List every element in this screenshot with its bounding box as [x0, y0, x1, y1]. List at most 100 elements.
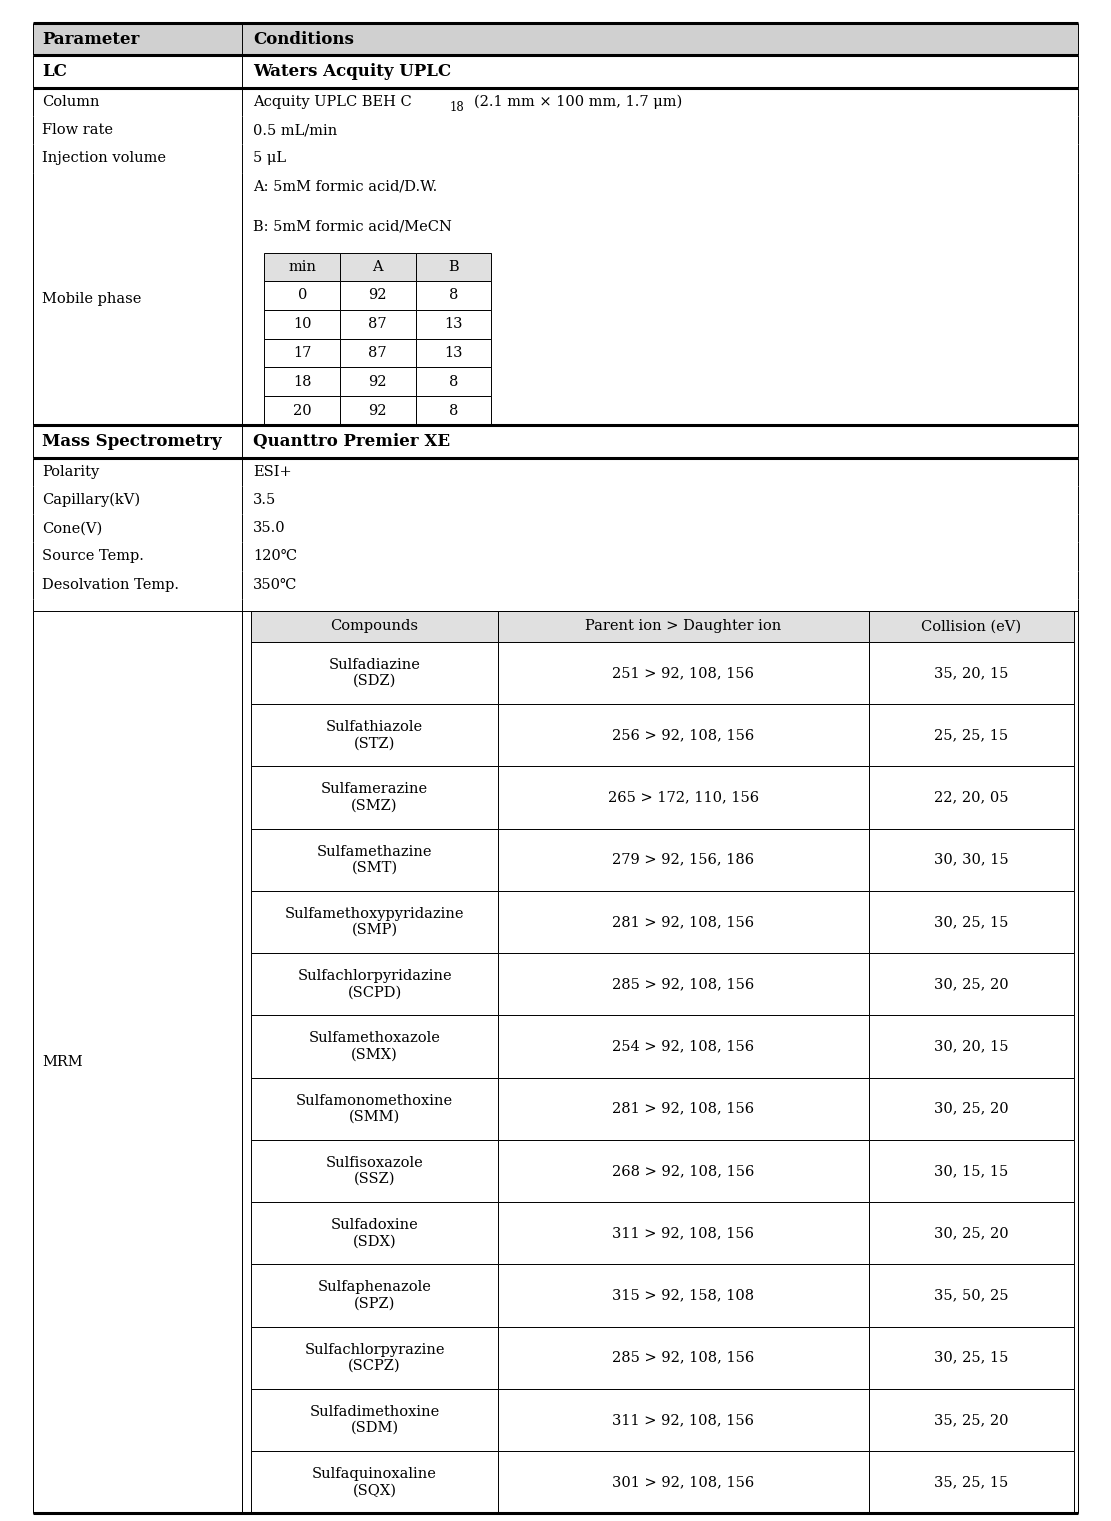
Bar	[251, 1016, 498, 1077]
Text: Waters Acquity UPLC: Waters Acquity UPLC	[253, 64, 451, 81]
Text: 285 > 92, 108, 156: 285 > 92, 108, 156	[612, 1351, 754, 1364]
Bar	[251, 1326, 498, 1389]
Text: 30, 25, 20: 30, 25, 20	[934, 1226, 1009, 1240]
Bar	[869, 1264, 1074, 1326]
Bar	[498, 954, 869, 1016]
Bar	[340, 310, 416, 339]
Text: 17: 17	[293, 345, 311, 360]
Bar	[498, 829, 869, 891]
Text: 30, 25, 20: 30, 25, 20	[934, 976, 1009, 992]
Bar	[264, 281, 340, 310]
Text: Sulfisoxazole
(SSZ): Sulfisoxazole (SSZ)	[326, 1156, 423, 1186]
Bar	[869, 1016, 1074, 1077]
Text: 0.5 mL/min: 0.5 mL/min	[253, 123, 338, 137]
Text: 35.0: 35.0	[253, 522, 286, 535]
Text: 281 > 92, 108, 156: 281 > 92, 108, 156	[612, 916, 754, 929]
Bar	[264, 339, 340, 368]
Text: 265 > 172, 110, 156: 265 > 172, 110, 156	[608, 791, 759, 805]
Text: 268 > 92, 108, 156: 268 > 92, 108, 156	[612, 1164, 754, 1177]
Bar	[251, 767, 498, 829]
Text: Polarity: Polarity	[42, 465, 100, 479]
Text: Mass Spectrometry: Mass Spectrometry	[42, 433, 222, 450]
Text: Parameter: Parameter	[42, 30, 140, 47]
Text: Source Temp.: Source Temp.	[42, 549, 144, 563]
Bar	[498, 1326, 869, 1389]
Text: min: min	[288, 260, 317, 274]
Bar	[498, 1451, 869, 1513]
Text: 0: 0	[298, 287, 307, 303]
Text: Sulfachlorpyrazine
(SCPZ): Sulfachlorpyrazine (SCPZ)	[304, 1343, 444, 1373]
Bar	[251, 1139, 498, 1202]
Text: Acquity UPLC BEH C: Acquity UPLC BEH C	[253, 96, 412, 110]
Text: A: 5mM formic acid/D.W.: A: 5mM formic acid/D.W.	[253, 179, 438, 193]
Bar	[242, 23, 1078, 55]
Text: Sulfathiazole
(STZ): Sulfathiazole (STZ)	[326, 719, 423, 750]
Bar	[416, 339, 491, 368]
Text: 279 > 92, 156, 186: 279 > 92, 156, 186	[612, 853, 754, 867]
Text: 87: 87	[369, 345, 387, 360]
Bar	[251, 1451, 498, 1513]
Bar	[498, 891, 869, 954]
Bar	[498, 1077, 869, 1139]
Bar	[498, 704, 869, 767]
Text: ESI+: ESI+	[253, 465, 292, 479]
Text: MRM: MRM	[42, 1056, 83, 1069]
Bar	[251, 642, 498, 704]
Bar	[869, 1389, 1074, 1451]
Bar	[498, 1202, 869, 1264]
Bar	[251, 954, 498, 1016]
Text: B: B	[448, 260, 459, 274]
Text: 20: 20	[293, 405, 311, 418]
Text: Sulfamerazine
(SMZ): Sulfamerazine (SMZ)	[321, 782, 428, 812]
Text: Sulfadoxine
(SDX): Sulfadoxine (SDX)	[331, 1218, 419, 1249]
Bar	[340, 252, 416, 281]
Text: 256 > 92, 108, 156: 256 > 92, 108, 156	[612, 729, 754, 742]
Text: 30, 25, 15: 30, 25, 15	[934, 1351, 1009, 1364]
Bar	[498, 1389, 869, 1451]
Text: Injection volume: Injection volume	[42, 152, 167, 166]
Text: 18: 18	[293, 376, 311, 389]
Text: 10: 10	[293, 316, 311, 332]
Bar	[869, 1326, 1074, 1389]
Bar	[251, 610, 498, 642]
Bar	[869, 954, 1074, 1016]
Bar	[242, 55, 1078, 88]
Bar	[264, 310, 340, 339]
Bar	[869, 829, 1074, 891]
Bar	[869, 1202, 1074, 1264]
Text: 5 μL: 5 μL	[253, 152, 287, 166]
Bar	[869, 1077, 1074, 1139]
Text: 350℃: 350℃	[253, 578, 298, 592]
Text: Mobile phase: Mobile phase	[42, 292, 141, 306]
Bar	[340, 397, 416, 426]
Text: 30, 25, 20: 30, 25, 20	[934, 1101, 1009, 1116]
Text: Cone(V): Cone(V)	[42, 522, 102, 535]
Text: Conditions: Conditions	[253, 30, 354, 47]
Bar	[416, 252, 491, 281]
Bar	[416, 310, 491, 339]
Bar	[869, 767, 1074, 829]
Bar	[340, 368, 416, 397]
Bar	[869, 891, 1074, 954]
Text: 8: 8	[449, 287, 458, 303]
Bar	[498, 1264, 869, 1326]
Text: 301 > 92, 108, 156: 301 > 92, 108, 156	[612, 1475, 754, 1489]
Text: Quanttro Premier XE: Quanttro Premier XE	[253, 433, 450, 450]
Text: (2.1 mm × 100 mm, 1.7 μm): (2.1 mm × 100 mm, 1.7 μm)	[473, 94, 682, 110]
Bar	[251, 1202, 498, 1264]
Text: Sulfaphenazole
(SPZ): Sulfaphenazole (SPZ)	[318, 1281, 431, 1311]
Text: Sulfamethazine
(SMT): Sulfamethazine (SMT)	[317, 844, 432, 875]
Bar	[498, 642, 869, 704]
Text: Sulfaquinoxaline
(SQX): Sulfaquinoxaline (SQX)	[312, 1468, 437, 1497]
Text: 8: 8	[449, 376, 458, 389]
Bar	[33, 55, 242, 88]
Text: 92: 92	[369, 287, 387, 303]
Text: 92: 92	[369, 405, 387, 418]
Text: 311 > 92, 108, 156: 311 > 92, 108, 156	[612, 1413, 754, 1427]
Text: 35, 25, 20: 35, 25, 20	[934, 1413, 1009, 1427]
Bar	[340, 281, 416, 310]
Text: 13: 13	[444, 316, 462, 332]
Text: 25, 25, 15: 25, 25, 15	[934, 729, 1009, 742]
Text: 311 > 92, 108, 156: 311 > 92, 108, 156	[612, 1226, 754, 1240]
Bar	[33, 23, 242, 55]
